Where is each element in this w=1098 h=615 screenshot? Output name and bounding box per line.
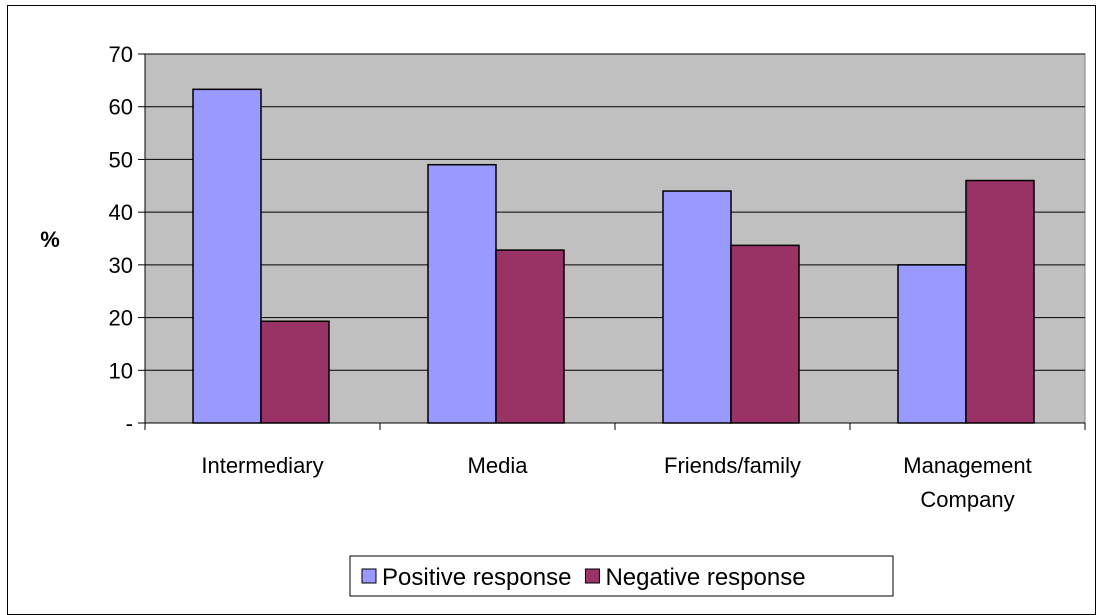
y-tick-label: 70 [109,42,133,67]
y-tick-label: 10 [109,358,133,383]
bar-positive [427,163,497,424]
legend-swatch [361,568,377,584]
y-tick-label: - [126,411,133,436]
bar-positive [662,190,732,424]
x-category-label: Friends/family [664,453,801,478]
x-category-label: Company [920,487,1014,512]
bar-negative [260,320,330,424]
y-tick-label: 50 [109,147,133,172]
y-axis-title: % [40,227,60,252]
legend-box [349,555,894,597]
y-tick-label: 20 [109,306,133,331]
x-category-label: Management [903,453,1031,478]
bar-negative [730,244,800,424]
y-tick-label: 30 [109,253,133,278]
x-category-label: Intermediary [201,453,323,478]
y-tick-label: 60 [109,95,133,120]
bar-positive [192,88,262,424]
legend-label: Positive response [382,564,571,591]
bar-negative [495,249,565,424]
legend-swatch [584,568,600,584]
y-tick-label: 40 [109,200,133,225]
bar-positive [897,264,967,424]
bar-negative [965,179,1035,424]
x-category-label: Media [468,453,529,478]
legend-label: Negative response [605,564,805,591]
